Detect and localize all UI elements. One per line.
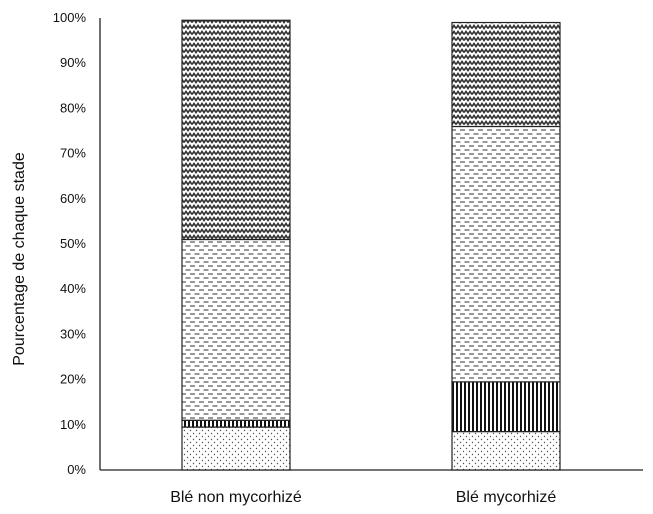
y-tick-label: 90% — [60, 55, 86, 70]
bar-segment-dots — [181, 426, 291, 471]
y-tick-label: 40% — [60, 281, 86, 296]
y-tick-label: 20% — [60, 372, 86, 387]
bar-segment-dots — [451, 430, 561, 471]
category-label: Blé mycorhizé — [456, 489, 557, 506]
bars — [181, 19, 561, 471]
bar-segment-zigzag — [181, 19, 291, 241]
bar-stack — [181, 19, 291, 471]
y-tick-label: 80% — [60, 100, 86, 115]
bar-stack — [451, 21, 561, 471]
y-tick-label: 10% — [60, 417, 86, 432]
bar-segment-zigzag — [451, 21, 561, 128]
y-tick-label: 50% — [60, 236, 86, 251]
category-labels: Blé non mycorhizé Blé mycorhizé — [170, 489, 556, 506]
y-axis-title: Pourcentage de chaque stade — [11, 152, 28, 366]
y-tick-label: 0% — [67, 462, 86, 477]
bar-segment-vertical-lines — [181, 419, 291, 428]
y-tick-label: 60% — [60, 191, 86, 206]
bar-segment-vertical-lines — [451, 381, 561, 433]
bar-segment-dashes — [451, 125, 561, 383]
y-tick-label: 100% — [53, 10, 87, 25]
y-tick-labels: 0% 10% 20% 30% 40% 50% 60% 70% 80% 90% 100% — [53, 10, 87, 477]
y-tick-label: 30% — [60, 326, 86, 341]
category-label: Blé non mycorhizé — [170, 489, 302, 506]
bar-segment-dashes — [181, 238, 291, 421]
y-tick-label: 70% — [60, 146, 86, 161]
